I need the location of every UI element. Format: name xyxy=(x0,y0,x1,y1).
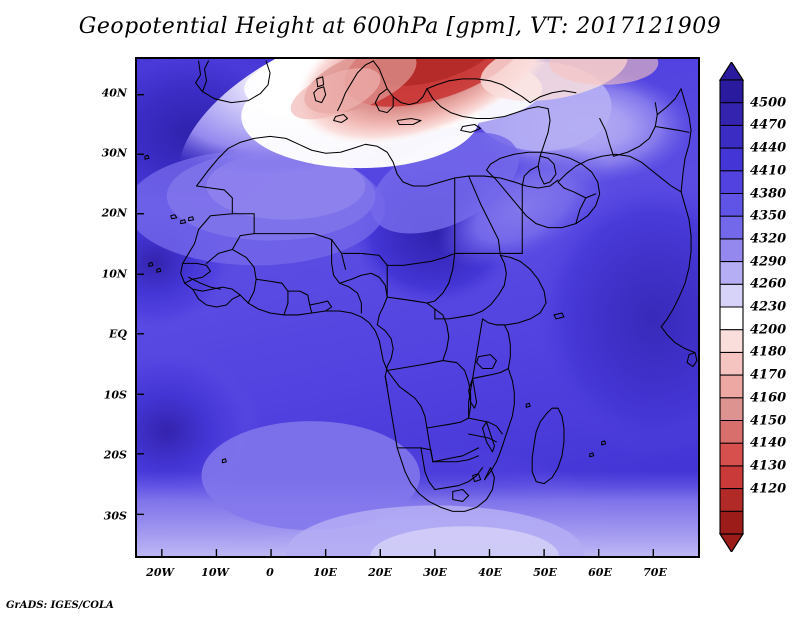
map-plot-area xyxy=(135,57,700,558)
colorbar-swatch xyxy=(720,284,743,308)
colorbar-swatch xyxy=(720,193,743,217)
colorbar-tick-label: 4130 xyxy=(750,458,787,474)
colorbar-swatch xyxy=(720,216,743,240)
colorbar-tick-label: 4350 xyxy=(750,208,787,224)
colorbar-swatch xyxy=(720,125,743,149)
x-axis-label-20w: 20W xyxy=(146,566,174,579)
colorbar-tick-label: 4410 xyxy=(750,163,787,179)
y-axis-label-40n: 40N xyxy=(101,86,127,100)
colorbar-swatch xyxy=(720,307,743,331)
x-axis-label-60e: 60E xyxy=(588,566,612,579)
colorbar-swatch xyxy=(720,170,743,194)
colorbar-swatch xyxy=(720,80,743,104)
colorbar-tick-label: 4260 xyxy=(750,276,787,292)
x-axis-label-70e: 70E xyxy=(643,566,667,579)
colorbar-swatches xyxy=(718,62,745,552)
colorbar-swatch xyxy=(720,329,743,353)
y-axis-label-30n: 30N xyxy=(101,146,127,160)
x-axis-label-40e: 40E xyxy=(478,566,502,579)
colorbar: 4500 4470 4440 4410 4380 4350 4320 4290 4260 4230… xyxy=(718,62,786,552)
x-axis-label-20e: 20E xyxy=(368,566,392,579)
colorbar-swatch xyxy=(720,511,743,535)
colorbar-tick-label: 4500 xyxy=(750,95,787,111)
colorbar-tick-label: 4180 xyxy=(750,344,787,360)
x-axis-label-10w: 10W xyxy=(201,566,229,579)
x-axis-label-50e: 50E xyxy=(533,566,557,579)
y-axis-label-20s: 20S xyxy=(103,448,127,462)
geopotential-height-field xyxy=(137,59,698,556)
colorbar-swatch xyxy=(720,375,743,399)
colorbar-tick-label: 4440 xyxy=(750,140,787,156)
y-axis-label-eq: EQ xyxy=(109,327,127,341)
colorbar-tick-label: 4470 xyxy=(750,117,787,133)
colorbar-swatch xyxy=(720,488,743,512)
colorbar-tick-label: 4160 xyxy=(750,390,787,406)
colorbar-swatch xyxy=(720,465,743,490)
page-title: Geopotential Height at 600hPa [gpm], VT:… xyxy=(78,14,722,39)
colorbar-swatch xyxy=(720,420,743,444)
grads-credit: GrADS: IGES/COLA xyxy=(6,600,114,611)
colorbar-tick-label: 4290 xyxy=(750,254,787,270)
x-axis-label-30e: 30E xyxy=(423,566,447,579)
colorbar-swatch xyxy=(720,102,743,126)
x-axis-label-10e: 10E xyxy=(313,566,337,579)
colorbar-swatch xyxy=(720,148,743,172)
colorbar-tick-label: 4170 xyxy=(750,367,787,383)
colorbar-tick-label: 4380 xyxy=(750,186,787,201)
colorbar-arrow-bottom xyxy=(718,533,745,552)
colorbar-tick-label: 4140 xyxy=(750,435,787,451)
colorbar-swatch xyxy=(720,443,743,467)
colorbar-swatch xyxy=(720,352,743,376)
colorbar-tick-label: 4150 xyxy=(750,413,787,428)
x-axis-label-0: 0 xyxy=(266,566,274,579)
colorbar-tick-label: 4200 xyxy=(750,322,787,338)
colorbar-arrow-top xyxy=(718,62,745,81)
y-axis-label-20n: 20N xyxy=(101,206,127,220)
axis-ticks xyxy=(137,94,655,556)
colorbar-tick-label: 4230 xyxy=(750,299,787,315)
y-axis-label-30s: 30S xyxy=(103,509,127,523)
y-axis-label-10n: 10N xyxy=(101,267,127,281)
colorbar-tick-label: 4120 xyxy=(750,481,787,497)
colorbar-tick-label: 4320 xyxy=(750,231,787,247)
colorbar-swatch xyxy=(720,238,743,263)
colorbar-swatch xyxy=(720,397,743,421)
coastline-overlay xyxy=(144,60,698,512)
y-axis-label-10s: 10S xyxy=(103,388,127,402)
colorbar-swatch xyxy=(720,261,743,285)
